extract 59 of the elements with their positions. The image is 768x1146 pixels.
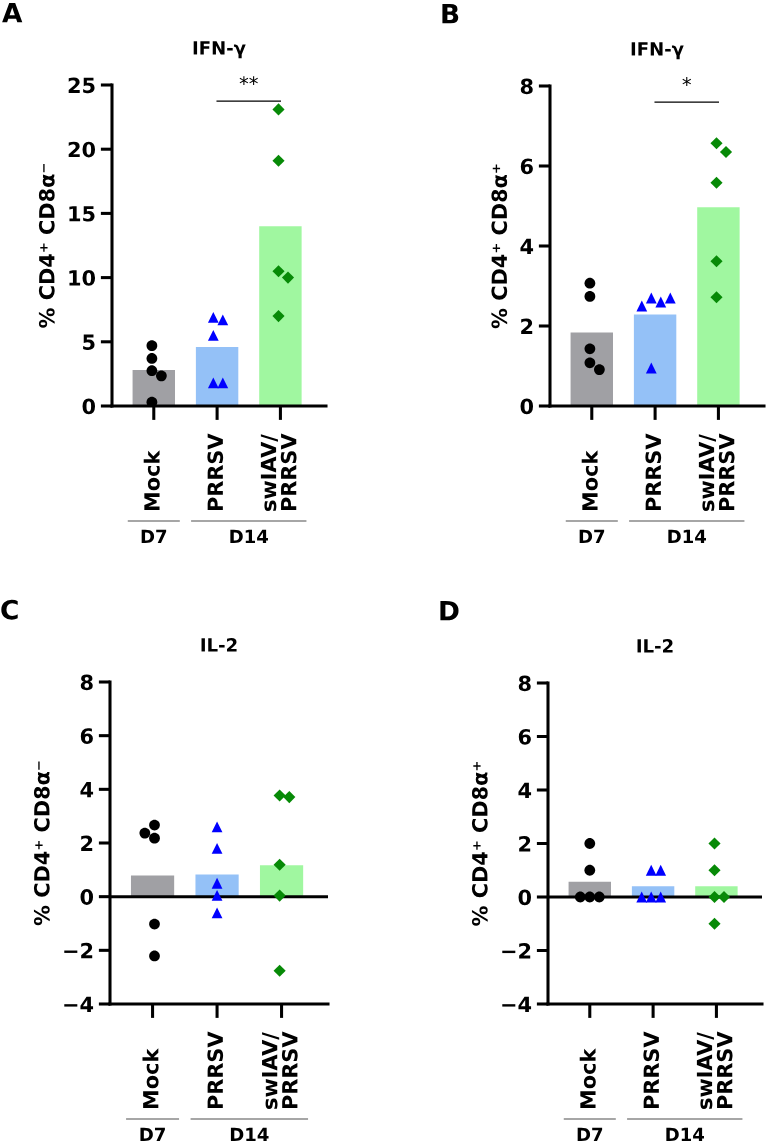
text: D14 [230,529,268,543]
y-axis-title: % CD4⁺ CD8α⁻ [38,163,55,328]
y-tick-label: 2 [81,835,93,851]
x-tick-label: Mock [143,450,160,511]
y-tick-label: 5 [83,334,95,351]
chart-title: IL-2 [201,638,237,652]
y-tick-label: 0 [80,889,94,905]
x-tick-label: Mock [142,1048,159,1109]
y-tick-label: 8 [520,78,533,95]
y-tick-label: 6 [80,728,93,744]
text: D7 [140,1127,165,1141]
y-tick-label: 4 [520,238,534,254]
y-axis-title: % CD4⁺ CD8α⁺ [471,761,488,926]
text: A [2,3,23,23]
y-tick-label: 0 [518,889,532,906]
text: B [442,4,459,24]
y-axis-title: % CD4⁺ CD8α⁻ [33,761,50,926]
y-tick-label: 2 [521,318,533,334]
text: D14 [230,1127,269,1141]
y-tick-label: 0 [82,398,96,415]
y-tick-label: −2 [64,942,93,959]
x-tick-label: PRRSV [207,1031,224,1109]
text: D7 [577,1127,603,1141]
x-tick-label: swIAV/ PRRSV [260,433,297,511]
y-tick-label: 8 [518,675,531,692]
y-tick-label: 20 [68,141,96,158]
x-tick-label: swIAV/ PRRSV [262,1031,298,1109]
text: D [440,601,459,621]
text: D7 [141,529,167,543]
y-tick-label: 25 [68,77,95,94]
y-tick-label: −4 [64,996,94,1012]
chart-title: IFN-γ [193,41,246,59]
y-tick-label: −2 [502,942,531,959]
y-tick-label: 0 [520,398,534,415]
text: C [1,599,18,620]
x-tick-label: Mock [581,450,598,511]
x-tick-label: PRRSV [645,433,662,511]
y-tick-label: 4 [80,782,94,798]
y-tick-label: 6 [518,728,531,745]
y-tick-label: 2 [519,835,531,852]
x-tick-label: PRRSV [207,433,224,511]
text: D14 [668,529,706,543]
annotation: ** [239,76,258,86]
y-tick-label: −4 [502,996,532,1012]
y-axis-title: % CD4⁺ CD8α⁺ [491,164,508,329]
x-tick-label: swIAV/ PRRSV [698,433,735,511]
x-tick-label: PRRSV [643,1031,660,1109]
text: D7 [579,529,605,543]
text: D14 [666,1127,704,1141]
y-tick-label: 10 [69,270,96,286]
chart-title: IFN-γ [631,42,684,60]
x-tick-label: swIAV/ PRRSV [696,1031,733,1109]
chart-title: IL-2 [637,639,673,653]
y-tick-label: 4 [518,782,532,798]
y-tick-label: 15 [69,206,95,222]
y-tick-label: 8 [80,674,93,691]
x-tick-label: Mock [579,1048,596,1109]
y-tick-label: 6 [520,158,533,175]
text: * [682,77,692,86]
